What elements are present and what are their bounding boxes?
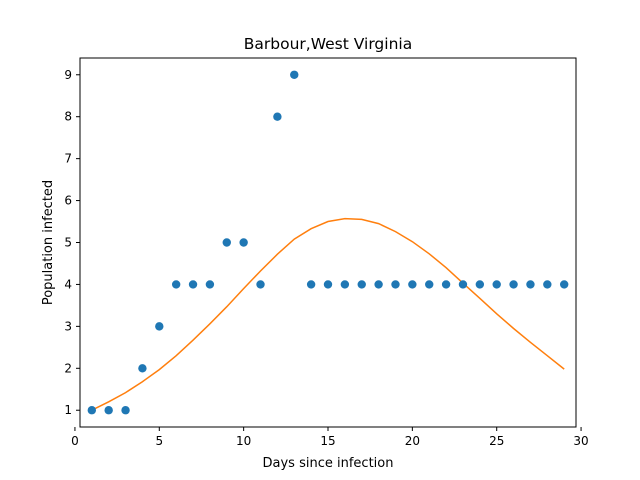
y-tick-label: 6 [64,194,72,208]
data-point [87,406,97,415]
x-axis-ticks: 0 5 10 15 20 25 30 [71,427,589,448]
data-point [104,406,113,415]
data-point [408,280,417,289]
y-tick-label: 1 [64,403,72,417]
x-tick-label: 30 [573,434,588,448]
data-point [171,280,181,289]
data-point [155,322,164,331]
data-point [222,238,231,247]
data-point [256,280,265,289]
y-tick-label: 7 [64,152,72,166]
data-point [492,280,501,289]
x-axis-label: Days since infection [263,456,394,471]
y-tick-label: 9 [64,68,72,82]
y-axis-label: Population infected [41,180,56,305]
data-point [391,280,400,289]
data-point [323,280,333,289]
plot-area [80,58,576,427]
data-point [121,406,130,415]
data-point [239,238,248,247]
y-tick-label: 8 [64,110,72,124]
data-point [559,280,569,289]
y-tick-label: 4 [64,277,72,291]
x-tick-label: 15 [320,434,335,448]
data-point [475,280,485,289]
data-point [441,280,451,289]
y-tick-label: 2 [64,361,72,375]
data-point [526,280,535,289]
data-point [425,280,434,289]
x-tick-label: 10 [236,434,251,448]
chart-title: Barbour,West Virginia [244,35,412,53]
data-point [357,280,366,289]
data-point [290,70,299,79]
data-point [509,280,518,289]
data-point [374,280,383,289]
y-tick-label: 3 [64,319,72,333]
data-point [273,112,282,121]
data-point [340,280,350,289]
data-point [458,280,468,289]
x-tick-label: 25 [489,434,504,448]
series-layer [87,70,569,415]
data-point [138,364,147,373]
plot-frame [79,57,577,428]
data-point [205,280,215,289]
x-tick-label: 0 [71,434,79,448]
fit-line [91,217,565,411]
x-tick-label: 5 [155,434,163,448]
data-point [188,280,198,289]
y-axis-ticks: 1 2 3 4 5 6 7 8 9 [64,68,80,417]
data-point [306,280,316,289]
y-tick-label: 5 [64,236,72,250]
x-tick-label: 20 [405,434,420,448]
data-point [543,280,552,289]
